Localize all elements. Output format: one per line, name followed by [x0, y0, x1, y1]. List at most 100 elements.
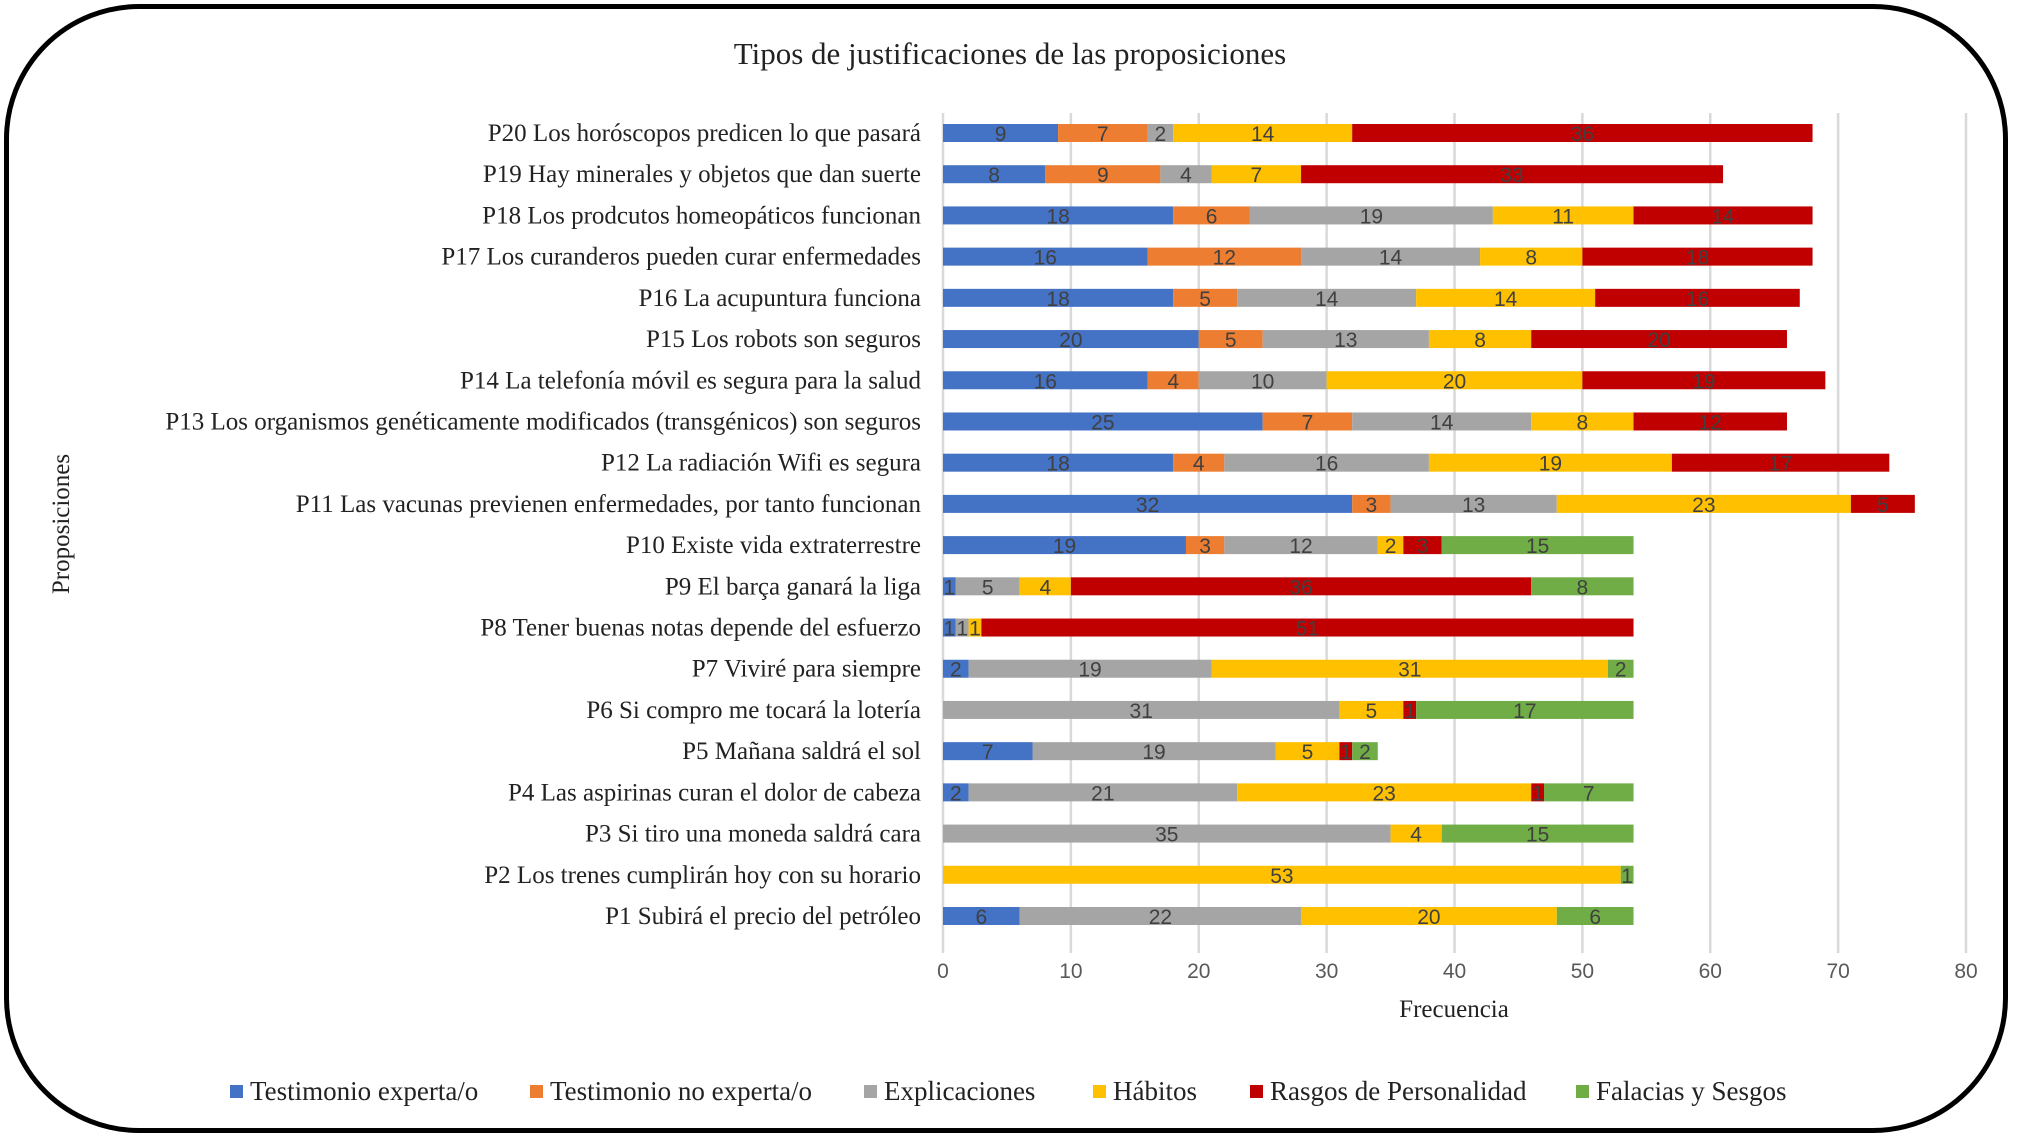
data-label: 4 — [1193, 453, 1205, 476]
data-label: 13 — [1462, 494, 1485, 517]
bar-segment — [1147, 371, 1199, 390]
bar-segment — [1390, 824, 1442, 843]
x-tick-label: 0 — [937, 960, 949, 983]
data-label: 14 — [1251, 123, 1275, 146]
data-label: 15 — [1526, 535, 1549, 558]
data-label: 23 — [1372, 782, 1395, 805]
data-label: 19 — [1053, 535, 1076, 558]
data-label: 1 — [1404, 700, 1416, 723]
bar-segment — [943, 165, 1046, 184]
data-label: 16 — [1034, 247, 1057, 270]
bar-segment — [1850, 494, 1915, 513]
bar-segment — [955, 577, 1020, 596]
bar-segment — [1403, 700, 1417, 719]
data-label: 31 — [1130, 700, 1153, 723]
bar-segment — [943, 742, 1033, 761]
bar-segment — [1326, 371, 1583, 390]
bar-segment — [1428, 330, 1532, 349]
y-category-label: P16 La acupuntura funciona — [638, 285, 921, 312]
bar-segment — [1198, 330, 1263, 349]
bar-segment — [1339, 700, 1404, 719]
data-label: 17 — [1769, 453, 1792, 476]
bar-segment — [943, 288, 1174, 307]
bar-segment — [955, 618, 969, 637]
bar-segment — [1019, 577, 1071, 596]
data-label: 9 — [995, 123, 1007, 146]
data-label: 53 — [1270, 865, 1293, 888]
bar-segment — [943, 824, 1391, 843]
bar-segment — [1595, 288, 1800, 307]
bar-segment — [1441, 536, 1634, 555]
bar-segment — [968, 618, 982, 637]
data-label: 6 — [976, 906, 988, 929]
data-label: 8 — [1577, 576, 1589, 599]
y-category-label: P19 Hay minerales y objetos que dan suer… — [483, 161, 921, 188]
y-category-label: P6 Si compro me tocará la lotería — [586, 697, 921, 724]
data-label: 6 — [1206, 205, 1218, 228]
legend-label: Explicaciones — [884, 1076, 1036, 1106]
data-label: 3 — [1366, 494, 1378, 517]
bar-segment — [1058, 124, 1148, 142]
bar-segment — [1301, 247, 1481, 266]
data-label: 19 — [1078, 659, 1101, 682]
y-category-label: P5 Mañana saldrá el sol — [682, 738, 921, 765]
data-label: 19 — [1142, 741, 1165, 764]
data-label: 8 — [1577, 411, 1589, 434]
data-label: 20 — [1443, 370, 1466, 393]
bar-segment — [943, 330, 1199, 349]
y-category-label: P12 La radiación Wifi es segura — [601, 450, 921, 477]
x-tick-label: 10 — [1059, 960, 1082, 983]
bar-segment — [1237, 783, 1532, 802]
data-label: 6 — [1589, 906, 1601, 929]
legend-swatch — [1576, 1085, 1589, 1098]
data-label: 35 — [1155, 824, 1178, 847]
bar-segment — [1607, 659, 1634, 678]
data-label: 12 — [1289, 535, 1312, 558]
data-label: 5 — [982, 576, 994, 599]
data-label: 12 — [1213, 247, 1236, 270]
bar-segment — [1377, 536, 1404, 555]
bar-segment — [1352, 742, 1378, 761]
bar-segment — [1173, 453, 1225, 472]
bar-segment — [943, 618, 956, 637]
bar-segment — [981, 618, 1634, 637]
bar-segment — [943, 247, 1148, 266]
bar-segment — [1620, 865, 1634, 884]
data-label: 2 — [1155, 123, 1167, 146]
data-label: 11 — [1552, 205, 1574, 228]
data-label: 2 — [950, 782, 962, 805]
x-tick-label: 30 — [1315, 960, 1338, 983]
bar-segment — [1633, 412, 1787, 431]
chart-frame — [4, 4, 2008, 1133]
legend-swatch — [864, 1085, 877, 1098]
data-label: 9 — [1097, 164, 1109, 187]
data-label: 17 — [1513, 700, 1536, 723]
bar-segment — [1173, 288, 1238, 307]
legend-label: Testimonio no experta/o — [550, 1076, 813, 1106]
data-label: 16 — [1315, 453, 1338, 476]
bar-segment — [1352, 124, 1813, 142]
legend: Testimonio experta/o Testimonio no expert… — [0, 1076, 2020, 1110]
bar-segment — [1403, 536, 1442, 555]
data-label: 7 — [982, 741, 994, 764]
legend-item: Testimonio no experta/o — [530, 1076, 812, 1107]
bar-segment — [1173, 206, 1250, 225]
y-category-label: P7 Viviré para siempre — [692, 656, 921, 683]
bar-segment — [1556, 494, 1851, 513]
y-category-label: P11 Las vacunas previenen enfermedades, … — [296, 491, 922, 518]
bar-segment — [1544, 783, 1634, 802]
data-label: 18 — [1046, 288, 1069, 311]
bar-segment — [943, 659, 969, 678]
bar-segment — [1582, 371, 1826, 390]
data-label: 33 — [1500, 164, 1523, 187]
data-label: 3 — [1417, 535, 1429, 558]
bar-segment — [943, 907, 1020, 925]
data-label: 10 — [1251, 370, 1274, 393]
x-tick-label: 60 — [1699, 960, 1722, 983]
data-label: 14 — [1379, 247, 1403, 270]
bar-segment — [1224, 453, 1429, 472]
bar-segment — [1582, 247, 1813, 266]
bar-segment — [1173, 124, 1353, 142]
y-category-label: P3 Si tiro una moneda saldrá cara — [585, 821, 921, 848]
bar-segment — [1428, 453, 1672, 472]
